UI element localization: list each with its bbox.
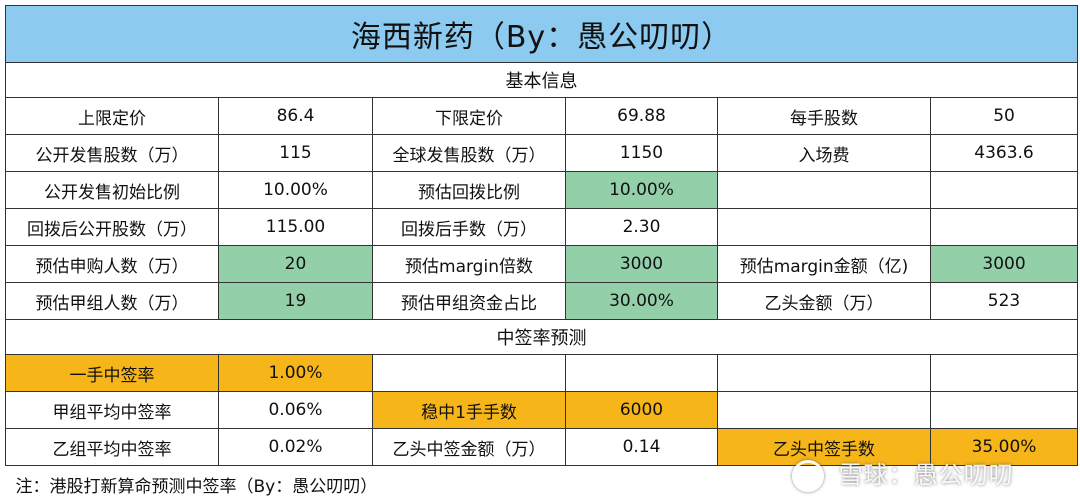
cell-empty[interactable] (566, 355, 718, 392)
table-row: 一手中签率 1.00% (6, 355, 1078, 392)
cell-label: 预估申购人数（万） (6, 246, 219, 283)
table-row: 上限定价 86.4 下限定价 69.88 每手股数 50 (6, 98, 1078, 135)
table-row: 预估申购人数（万） 20 预估margin倍数 3000 预估margin金额（… (6, 246, 1078, 283)
table-row: 甲组平均中签率 0.06% 稳中1手手数 6000 (6, 392, 1078, 429)
snowball-logo-icon (792, 460, 824, 492)
cell-label: 回拨后公开股数（万） (6, 209, 219, 246)
cell-value[interactable]: 115.00 (219, 209, 373, 246)
cell-value[interactable]: 4363.6 (931, 135, 1078, 172)
cell-label: 回拨后手数（万） (373, 209, 566, 246)
cell-input[interactable]: 20 (219, 246, 373, 283)
cell-label: 一手中签率 (6, 355, 219, 392)
cell-empty[interactable] (718, 172, 931, 209)
cell-value[interactable]: 2.30 (566, 209, 718, 246)
cell-empty[interactable] (718, 392, 931, 429)
cell-label: 预估回拨比例 (373, 172, 566, 209)
section-basic-info: 基本信息 (6, 63, 1078, 98)
cell-label: 入场费 (718, 135, 931, 172)
cell-empty[interactable] (931, 209, 1078, 246)
cell-input[interactable]: 3000 (931, 246, 1078, 283)
cell-value[interactable]: 6000 (566, 392, 718, 429)
table-row: 公开发售股数（万） 115 全球发售股数（万） 1150 入场费 4363.6 (6, 135, 1078, 172)
cell-label: 上限定价 (6, 98, 219, 135)
cell-input[interactable]: 10.00% (566, 172, 718, 209)
watermark-text: 雪球：愚公叨叨 (839, 461, 1014, 489)
cell-value[interactable]: 0.02% (219, 429, 373, 466)
cell-label: 预估甲组人数（万） (6, 283, 219, 320)
cell-value[interactable]: 1150 (566, 135, 718, 172)
cell-empty[interactable] (931, 172, 1078, 209)
section-prediction: 中签率预测 (6, 320, 1078, 355)
cell-label: 乙组平均中签率 (6, 429, 219, 466)
cell-empty[interactable] (931, 392, 1078, 429)
cell-label: 稳中1手手数 (373, 392, 566, 429)
ipo-calc-table: 海西新药（By：愚公叨叨） 基本信息 上限定价 86.4 下限定价 69.88 … (5, 5, 1078, 502)
sheet-title: 海西新药（By：愚公叨叨） (6, 6, 1078, 63)
cell-label: 预估甲组资金占比 (373, 283, 566, 320)
cell-label: 甲组平均中签率 (6, 392, 219, 429)
cell-value[interactable]: 50 (931, 98, 1078, 135)
cell-label: 下限定价 (373, 98, 566, 135)
cell-input[interactable]: 30.00% (566, 283, 718, 320)
cell-empty[interactable] (373, 355, 566, 392)
cell-label: 公开发售股数（万） (6, 135, 219, 172)
cell-label: 预估margin倍数 (373, 246, 566, 283)
cell-label: 全球发售股数（万） (373, 135, 566, 172)
table-row: 公开发售初始比例 10.00% 预估回拨比例 10.00% (6, 172, 1078, 209)
cell-value[interactable]: 69.88 (566, 98, 718, 135)
cell-value[interactable]: 523 (931, 283, 1078, 320)
cell-value[interactable]: 1.00% (219, 355, 373, 392)
cell-input[interactable]: 19 (219, 283, 373, 320)
cell-label: 每手股数 (718, 98, 931, 135)
cell-empty[interactable] (718, 355, 931, 392)
cell-value[interactable]: 0.06% (219, 392, 373, 429)
cell-label: 乙头中签金额（万） (373, 429, 566, 466)
table-row: 回拨后公开股数（万） 115.00 回拨后手数（万） 2.30 (6, 209, 1078, 246)
table-row: 预估甲组人数（万） 19 预估甲组资金占比 30.00% 乙头金额（万） 523 (6, 283, 1078, 320)
cell-value[interactable]: 115 (219, 135, 373, 172)
cell-value[interactable]: 10.00% (219, 172, 373, 209)
watermark: 雪球：愚公叨叨 (792, 455, 1014, 492)
cell-input[interactable]: 3000 (566, 246, 718, 283)
cell-value[interactable]: 86.4 (219, 98, 373, 135)
cell-label: 乙头金额（万） (718, 283, 931, 320)
cell-empty[interactable] (718, 209, 931, 246)
cell-value[interactable]: 0.14 (566, 429, 718, 466)
cell-label: 公开发售初始比例 (6, 172, 219, 209)
cell-label: 预估margin金额（亿) (718, 246, 931, 283)
cell-empty[interactable] (931, 355, 1078, 392)
